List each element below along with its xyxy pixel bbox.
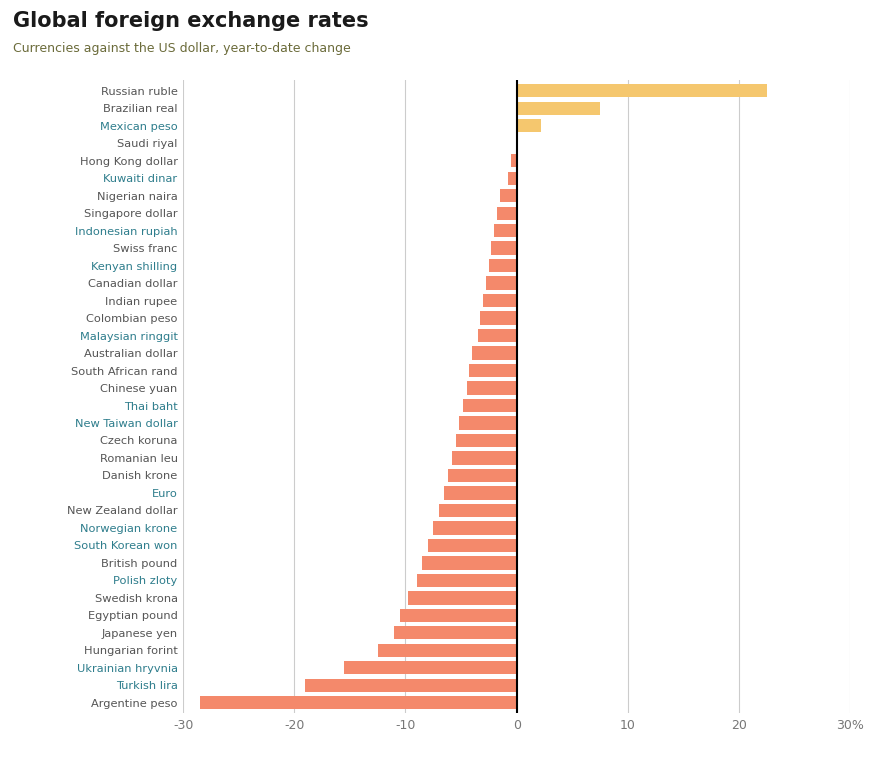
Bar <box>427 539 516 552</box>
Bar <box>344 662 516 674</box>
Bar <box>500 189 516 202</box>
Bar <box>489 259 516 272</box>
Bar <box>473 346 516 359</box>
Text: Currencies against the US dollar, year-to-date change: Currencies against the US dollar, year-t… <box>13 42 351 55</box>
Bar <box>439 504 516 517</box>
Bar <box>494 224 516 237</box>
Bar <box>305 679 516 692</box>
Bar <box>516 84 766 97</box>
Bar <box>491 242 516 255</box>
Bar <box>459 417 516 430</box>
Bar <box>480 311 516 324</box>
Bar <box>455 434 516 447</box>
Bar <box>447 469 516 482</box>
Bar <box>408 591 516 604</box>
Bar <box>467 382 516 394</box>
Bar <box>508 172 516 185</box>
Text: Global foreign exchange rates: Global foreign exchange rates <box>13 11 369 31</box>
Bar <box>417 574 516 587</box>
Bar <box>422 556 516 569</box>
Bar <box>445 487 516 500</box>
Bar <box>483 294 516 307</box>
Bar <box>516 119 542 132</box>
Bar <box>453 452 516 465</box>
Bar <box>433 521 516 535</box>
Bar <box>497 207 516 220</box>
Bar <box>469 364 516 377</box>
Bar <box>378 644 516 657</box>
Bar <box>463 399 516 412</box>
Bar <box>478 329 516 342</box>
Bar <box>394 626 516 639</box>
Bar <box>486 276 516 290</box>
Bar <box>400 609 516 622</box>
Bar <box>516 101 600 114</box>
Bar <box>200 697 516 710</box>
Bar <box>511 154 516 167</box>
